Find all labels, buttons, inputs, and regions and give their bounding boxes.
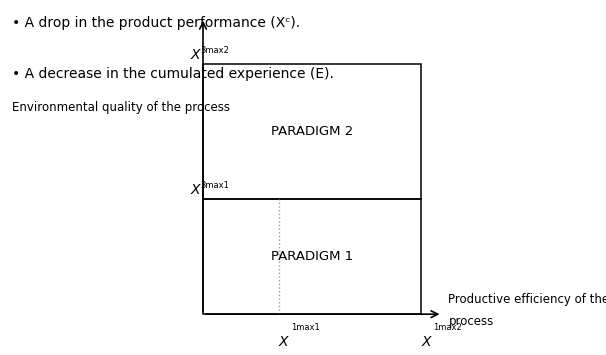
Text: Productive efficiency of the: Productive efficiency of the <box>448 294 606 306</box>
Text: Environmental quality of the process: Environmental quality of the process <box>12 100 230 114</box>
Text: X: X <box>190 183 200 197</box>
Bar <box>203 64 421 199</box>
Text: X: X <box>190 48 200 62</box>
Text: X: X <box>421 335 431 349</box>
Text: • A drop in the product performance (Xᶜ).: • A drop in the product performance (Xᶜ)… <box>12 16 300 30</box>
Text: PARADIGM 1: PARADIGM 1 <box>271 250 353 263</box>
Text: 3max2: 3max2 <box>201 46 230 55</box>
Text: 3max1: 3max1 <box>201 181 230 190</box>
Text: • A decrease in the cumulated experience (E).: • A decrease in the cumulated experience… <box>12 67 334 81</box>
Text: X: X <box>279 335 288 349</box>
Text: 1max1: 1max1 <box>291 323 319 332</box>
Text: process: process <box>448 315 494 328</box>
Bar <box>203 199 421 314</box>
Text: 1max2: 1max2 <box>433 323 462 332</box>
Text: PARADIGM 2: PARADIGM 2 <box>271 125 353 138</box>
